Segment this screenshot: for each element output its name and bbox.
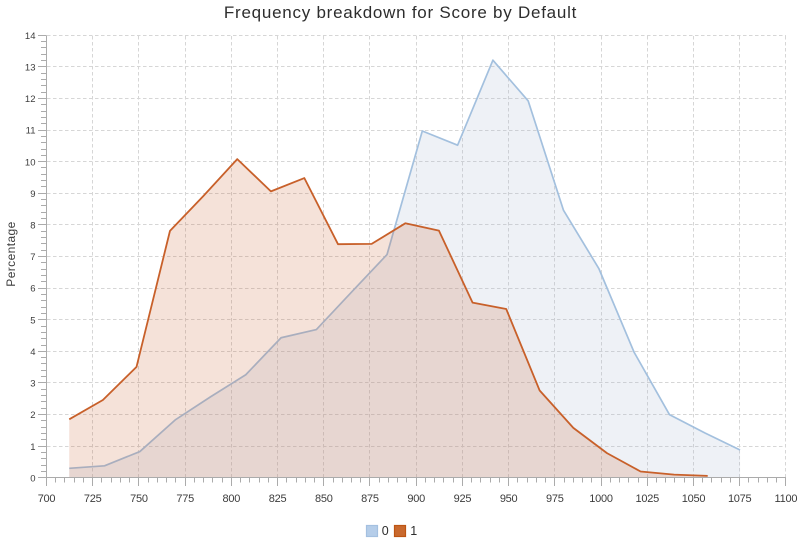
svg-text:1: 1 (30, 442, 35, 453)
svg-text:3: 3 (30, 379, 35, 390)
svg-text:6: 6 (30, 284, 35, 295)
svg-text:12: 12 (25, 94, 36, 105)
svg-text:Frequency breakdown for Score: Frequency breakdown for Score by Default (224, 3, 577, 22)
svg-text:725: 725 (84, 493, 102, 505)
svg-text:975: 975 (546, 493, 564, 505)
svg-text:700: 700 (38, 493, 56, 505)
svg-text:11: 11 (26, 126, 36, 137)
svg-text:Percentage: Percentage (4, 221, 18, 286)
svg-text:1050: 1050 (682, 493, 706, 505)
svg-text:10: 10 (25, 157, 36, 168)
svg-text:775: 775 (176, 493, 194, 505)
svg-text:7: 7 (30, 252, 35, 263)
svg-text:2: 2 (30, 410, 35, 421)
svg-text:750: 750 (130, 493, 148, 505)
svg-text:13: 13 (25, 62, 36, 73)
svg-text:1025: 1025 (636, 493, 660, 505)
svg-text:9: 9 (30, 189, 35, 200)
svg-text:0: 0 (382, 524, 389, 538)
svg-text:900: 900 (407, 493, 425, 505)
svg-text:1000: 1000 (589, 493, 613, 505)
svg-text:1075: 1075 (728, 493, 752, 505)
svg-text:825: 825 (269, 493, 287, 505)
svg-text:925: 925 (454, 493, 472, 505)
svg-text:14: 14 (25, 31, 36, 42)
svg-text:4: 4 (30, 347, 35, 358)
svg-text:1100: 1100 (775, 493, 798, 505)
svg-text:950: 950 (500, 493, 518, 505)
svg-text:0: 0 (30, 473, 35, 484)
svg-text:800: 800 (223, 493, 241, 505)
svg-text:850: 850 (315, 493, 333, 505)
svg-text:8: 8 (30, 221, 35, 232)
svg-text:875: 875 (361, 493, 379, 505)
svg-text:5: 5 (30, 315, 35, 326)
svg-text:1: 1 (410, 524, 417, 538)
